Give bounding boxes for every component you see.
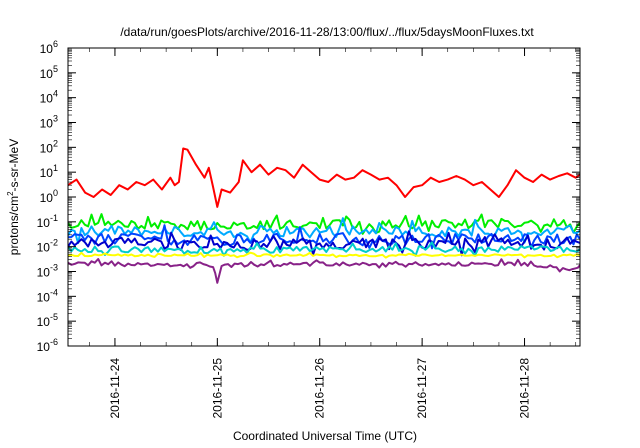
x-tick-label-2: 2016-11-26 [313, 358, 327, 419]
y-axis: 106 105 104 103 102 101 100 10-1 10-2 10-3 10-4 10-… [37, 39, 580, 354]
series-layer [68, 147, 580, 284]
y-axis-label-prefix: protons/cm [7, 196, 21, 255]
plot-area: 106 105 104 103 102 101 100 10-1 10-2 10-3 10-4 10-… [37, 39, 581, 419]
series-line-6 [68, 251, 580, 259]
y-axis-label-suffix: -s-sr-MeV [7, 139, 21, 192]
y-tick-label-6: 100 [40, 188, 58, 205]
x-axis-label: Coordinated Universal Time (UTC) [233, 429, 417, 443]
y-tick-label-8: 10-2 [37, 238, 58, 255]
y-tick-label-5: 101 [40, 163, 58, 180]
chart-title: /data/run/goesPlots/archive/2016-11-28/1… [120, 25, 534, 39]
x-tick-label-3: 2016-11-27 [415, 358, 429, 419]
y-axis-label: protons/cm2-s-sr-MeV [6, 139, 21, 255]
y-tick-label-9: 10-3 [37, 263, 58, 280]
y-tick-label-11: 10-5 [37, 312, 58, 329]
x-axis: 2016-11-24 2016-11-25 2016-11-26 2016-11-27… [89, 48, 577, 419]
series-line-0 [68, 147, 580, 208]
y-tick-label-10: 10-4 [37, 287, 58, 304]
x-tick-label-4: 2016-11-28 [518, 358, 532, 419]
y-tick-label-1: 105 [40, 64, 58, 81]
series-line-7 [68, 258, 580, 284]
x-tick-label-1: 2016-11-25 [210, 358, 224, 419]
y-tick-label-3: 103 [40, 114, 58, 131]
y-tick-label-2: 104 [40, 89, 58, 106]
series-line-4 [68, 230, 580, 257]
series-line-3 [68, 224, 580, 250]
y-axis-label-sup: 2 [6, 191, 15, 196]
plot-frame [67, 47, 581, 347]
series-line-5 [68, 241, 580, 257]
x-tick-label-0: 2016-11-24 [108, 358, 122, 419]
y-tick-label-7: 10-1 [37, 213, 58, 230]
y-tick-label-4: 102 [40, 138, 58, 155]
y-tick-label-0: 106 [40, 39, 58, 56]
series-line-1 [68, 213, 580, 235]
y-tick-label-12: 10-6 [37, 337, 58, 354]
